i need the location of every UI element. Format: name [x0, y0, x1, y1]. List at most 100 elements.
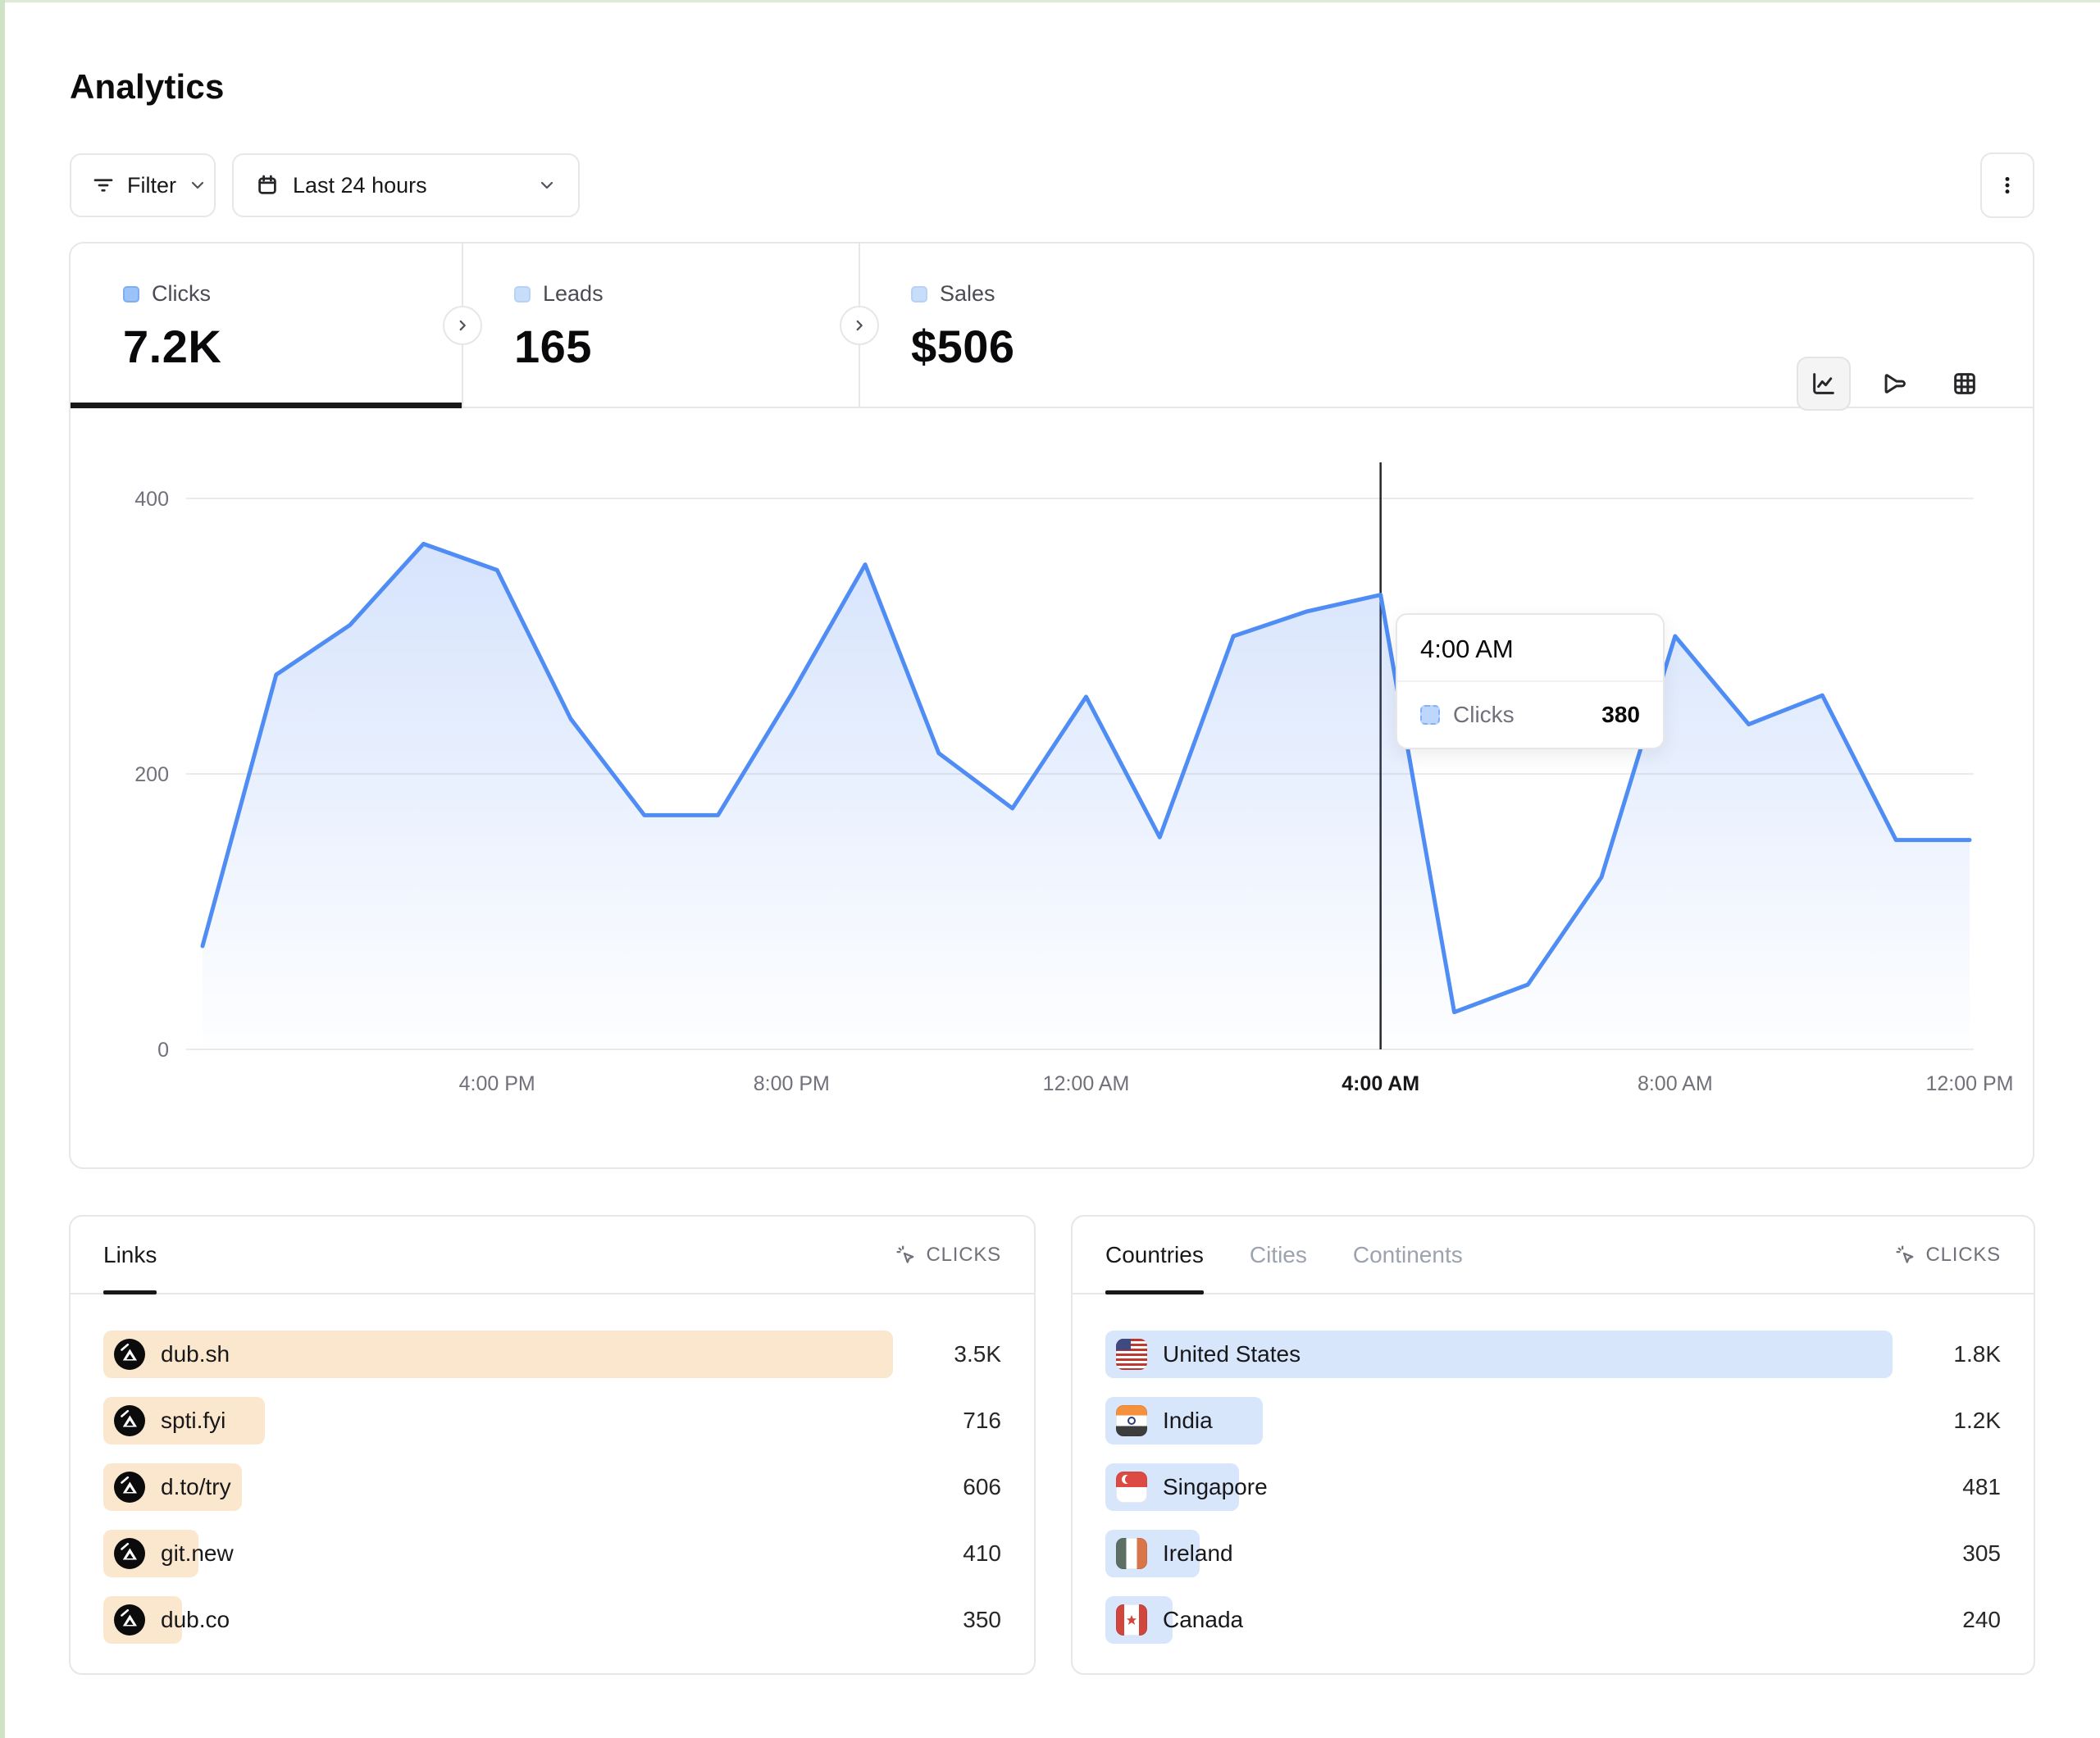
- country-name: Canada: [1163, 1607, 1244, 1632]
- leads-tab-label: Leads: [543, 281, 604, 306]
- countries-tabs: Countries Cities Continents: [1105, 1217, 1463, 1294]
- link-row-dub-sh[interactable]: dub.sh 3.5K: [103, 1331, 1001, 1378]
- countries-panel-header: Countries Cities Continents CLICKS: [1073, 1217, 2034, 1294]
- clicks-tab-label: Clicks: [152, 281, 211, 306]
- tab-links[interactable]: Links: [103, 1217, 157, 1294]
- sales-tab-label: Sales: [940, 281, 995, 306]
- tab-leads[interactable]: Leads 165: [462, 243, 859, 407]
- active-tab-underline: [71, 403, 462, 408]
- link-bar-track: dub.sh: [103, 1331, 893, 1378]
- chevron-down-icon: [191, 181, 204, 189]
- country-row-ireland[interactable]: Ireland 305: [1105, 1530, 2001, 1577]
- links-metric-header: CLICKS: [926, 1243, 1001, 1266]
- country-name: Ireland: [1163, 1540, 1233, 1566]
- tab-cities[interactable]: Cities: [1249, 1241, 1307, 1267]
- dub-logo-icon: [114, 1339, 145, 1370]
- y-axis-label-0: 0: [157, 1039, 169, 1062]
- link-name: dub.co: [161, 1607, 230, 1632]
- country-row-india[interactable]: India 1.2K: [1105, 1397, 2001, 1445]
- page-edge-top: [0, 0, 2100, 2]
- chevron-right-icon: [856, 320, 863, 331]
- link-row-dub-co[interactable]: dub.co 350: [103, 1596, 1001, 1644]
- tab-continents[interactable]: Continents: [1352, 1241, 1463, 1267]
- dub-logo-icon: [114, 1604, 145, 1636]
- country-row-united-states[interactable]: United States 1.8K: [1105, 1331, 2001, 1378]
- cursor-click-icon: [895, 1245, 913, 1263]
- line-chart-view-button[interactable]: [1797, 357, 1851, 411]
- chart-line-clicks: [200, 541, 1972, 1015]
- more-options-button[interactable]: [1980, 152, 2034, 218]
- expand-leads-button[interactable]: [443, 306, 482, 345]
- link-row-spti-fyi[interactable]: spti.fyi 716: [103, 1397, 1001, 1445]
- filter-button[interactable]: Filter: [70, 153, 216, 217]
- country-row-canada[interactable]: Canada 240: [1105, 1596, 2001, 1644]
- link-clicks-value: 350: [963, 1607, 1001, 1632]
- filter-button-label: Filter: [127, 172, 176, 198]
- chart-view-toggles: [1797, 357, 1992, 411]
- y-axis-label-200: 200: [134, 763, 169, 786]
- tab-sales[interactable]: Sales $506: [859, 243, 1269, 407]
- x-axis-label-800PM: 8:00 PM: [754, 1072, 830, 1095]
- date-range-label: Last 24 hours: [293, 172, 427, 198]
- clicks-legend-swatch: [123, 285, 139, 303]
- links-tabs: Links: [103, 1217, 157, 1294]
- y-axis-label-400: 400: [134, 488, 169, 511]
- dub-logo-icon: [114, 1538, 145, 1569]
- link-name: spti.fyi: [161, 1408, 226, 1433]
- link-clicks-value: 410: [963, 1540, 1001, 1566]
- country-bar-track: Canada: [1105, 1596, 1893, 1644]
- link-bar-track: spti.fyi: [103, 1397, 893, 1445]
- stats-header: Clicks 7.2K Leads 165 Sales $506: [71, 243, 2033, 411]
- page-edge-left: [0, 0, 5, 1738]
- chart-area-fill: [203, 544, 1970, 1049]
- country-name: India: [1163, 1408, 1213, 1433]
- tooltip-time: 4:00 AM: [1397, 615, 1663, 682]
- link-bar-track: git.new: [103, 1530, 893, 1577]
- clicks-area-chart[interactable]: 0 200 400 4:00 PM 8:00 PM 12:00 AM 4:00 AM 8:00…: [71, 408, 2033, 1169]
- dub-logo-icon: [114, 1405, 145, 1436]
- tooltip-legend-swatch: [1420, 705, 1440, 725]
- link-clicks-value: 3.5K: [954, 1341, 1001, 1367]
- funnel-icon: [1884, 374, 1906, 394]
- country-bar-track: United States: [1105, 1331, 1893, 1378]
- sales-legend-swatch: [911, 285, 927, 303]
- x-axis-label-1200PM: 12:00 PM: [1925, 1072, 2013, 1095]
- expand-sales-button[interactable]: [840, 306, 879, 345]
- leads-legend-swatch: [514, 285, 531, 303]
- x-axis-label-800AM: 8:00 AM: [1638, 1072, 1713, 1095]
- tab-countries[interactable]: Countries: [1105, 1217, 1204, 1294]
- funnel-view-button[interactable]: [1867, 357, 1921, 411]
- flag-sg-icon: [1116, 1472, 1147, 1503]
- tooltip-metric-value: 380: [1601, 702, 1640, 727]
- calendar-icon: [258, 175, 276, 194]
- clicks-value: 7.2K: [123, 321, 222, 372]
- analytics-chart-card: Clicks 7.2K Leads 165 Sales $506: [69, 242, 2034, 1169]
- countries-sort-clicks[interactable]: CLICKS: [1894, 1244, 2002, 1267]
- link-row-git-new[interactable]: git.new 410: [103, 1530, 1001, 1577]
- page-title: Analytics: [70, 67, 225, 106]
- country-name: United States: [1163, 1341, 1301, 1367]
- tab-clicks[interactable]: Clicks 7.2K: [71, 243, 462, 408]
- leads-value: 165: [514, 321, 592, 372]
- country-bar-track: Singapore: [1105, 1463, 1893, 1511]
- link-bar: [103, 1331, 893, 1378]
- flag-ie-icon: [1116, 1538, 1147, 1569]
- x-axis-label-1200AM: 12:00 AM: [1043, 1072, 1130, 1095]
- table-view-button[interactable]: [1938, 357, 1992, 411]
- link-bar-track: d.to/try: [103, 1463, 893, 1511]
- chevron-down-icon: [540, 181, 553, 189]
- country-row-singapore[interactable]: Singapore 481: [1105, 1463, 2001, 1511]
- date-range-button[interactable]: Last 24 hours: [232, 153, 580, 217]
- links-panel-header: Links CLICKS: [71, 1217, 1034, 1294]
- country-bar-track: Ireland: [1105, 1530, 1893, 1577]
- x-axis-label-400PM: 4:00 PM: [459, 1072, 535, 1095]
- country-name: Singapore: [1163, 1474, 1268, 1499]
- links-panel: Links CLICKS dub.sh 3.5K spti.fyi 716 d.to/t…: [69, 1215, 1036, 1675]
- chevron-right-icon: [459, 320, 466, 331]
- filter-icon: [93, 179, 113, 192]
- countries-metric-header: CLICKS: [1925, 1243, 2001, 1266]
- country-bar-track: India: [1105, 1397, 1893, 1445]
- links-sort-clicks[interactable]: CLICKS: [895, 1244, 1002, 1267]
- link-row-d-to-try[interactable]: d.to/try 606: [103, 1463, 1001, 1511]
